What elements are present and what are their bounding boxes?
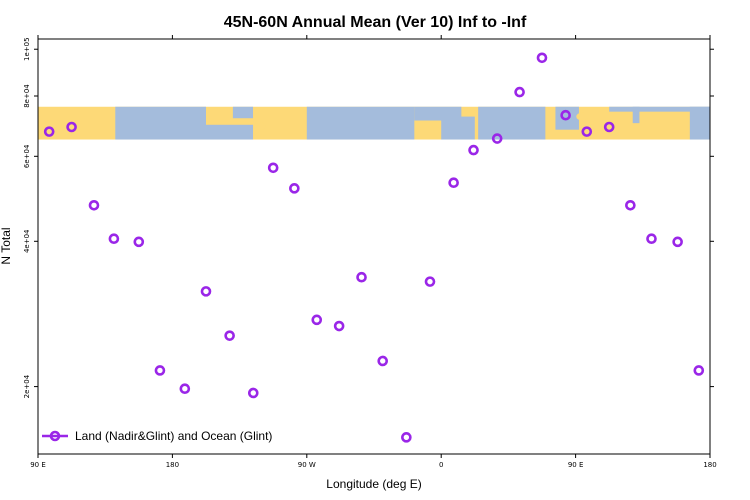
data-point — [693, 365, 705, 376]
data-point — [581, 126, 593, 137]
map-ocean-6 — [478, 106, 546, 140]
data-point — [514, 86, 525, 98]
data-point — [603, 121, 615, 133]
data-point — [536, 52, 548, 64]
data-point — [154, 365, 166, 376]
map-ocean-5 — [441, 116, 475, 140]
y-tick-label: 4e+04 — [23, 229, 31, 253]
data-point — [377, 355, 389, 367]
y-tick-label: 2e+04 — [23, 374, 31, 398]
data-point — [356, 271, 367, 283]
data-point — [424, 276, 436, 287]
data-point — [66, 121, 77, 133]
x-tick-label: 90 W — [298, 461, 316, 469]
map-ocean-0 — [115, 106, 206, 140]
data-point — [448, 177, 459, 189]
legend-marker — [49, 430, 61, 442]
data-point — [224, 330, 235, 341]
data-point — [672, 236, 683, 248]
map-ocean-3 — [306, 106, 415, 140]
x-tick-label: 90 E — [568, 461, 584, 469]
data-point — [646, 233, 657, 244]
map-feature-4 — [341, 112, 354, 121]
map-ocean-2 — [232, 106, 254, 119]
data-point — [43, 126, 55, 137]
data-point — [108, 233, 120, 244]
data-point — [311, 314, 323, 326]
data-point — [625, 199, 636, 211]
data-point — [491, 133, 503, 144]
data-point — [560, 109, 571, 121]
data-point — [401, 432, 412, 443]
data-point — [133, 236, 145, 248]
chart-title: 45N-60N Annual Mean (Ver 10) Inf to -Inf — [224, 14, 527, 31]
y-axis: 2e+04 4e+04 6e+04 8e+04 1e+05 — [23, 37, 714, 398]
data-point — [333, 320, 345, 332]
y-tick-label: 8e+04 — [23, 84, 31, 108]
map-ocean-1 — [206, 124, 254, 140]
world-map-band — [38, 106, 710, 140]
x-tick-label: 0 — [439, 461, 443, 469]
data-point — [88, 199, 100, 211]
x-axis-label: Longitude (deg E) — [326, 477, 421, 491]
x-axis: 90 E 180 90 W 0 90 E 180 — [30, 35, 717, 469]
map-ocean-9 — [689, 106, 710, 140]
data-point — [247, 387, 259, 399]
map-feature-3 — [576, 112, 589, 121]
data-point — [179, 383, 191, 394]
data-series — [43, 52, 705, 443]
map-feature-0 — [136, 117, 149, 126]
x-tick-label: 180 — [166, 461, 179, 469]
plot-frame — [37, 38, 711, 455]
map-feature-1 — [253, 122, 266, 131]
map-ocean-10 — [632, 106, 640, 124]
map-ocean-8 — [609, 106, 710, 112]
data-point — [468, 144, 479, 156]
map-feature-2 — [512, 119, 525, 128]
x-tick-label: 180 — [703, 461, 716, 469]
legend-label: Land (Nadir&Glint) and Ocean (Glint) — [75, 429, 272, 443]
y-tick-label: 1e+05 — [23, 37, 31, 61]
y-tick-label: 6e+04 — [23, 144, 31, 168]
data-point — [200, 286, 212, 297]
data-point — [267, 162, 279, 174]
data-point — [289, 183, 300, 194]
legend: Land (Nadir&Glint) and Ocean (Glint) — [42, 429, 272, 443]
y-axis-label: N Total — [0, 227, 13, 264]
x-tick-label: 90 E — [30, 461, 46, 469]
